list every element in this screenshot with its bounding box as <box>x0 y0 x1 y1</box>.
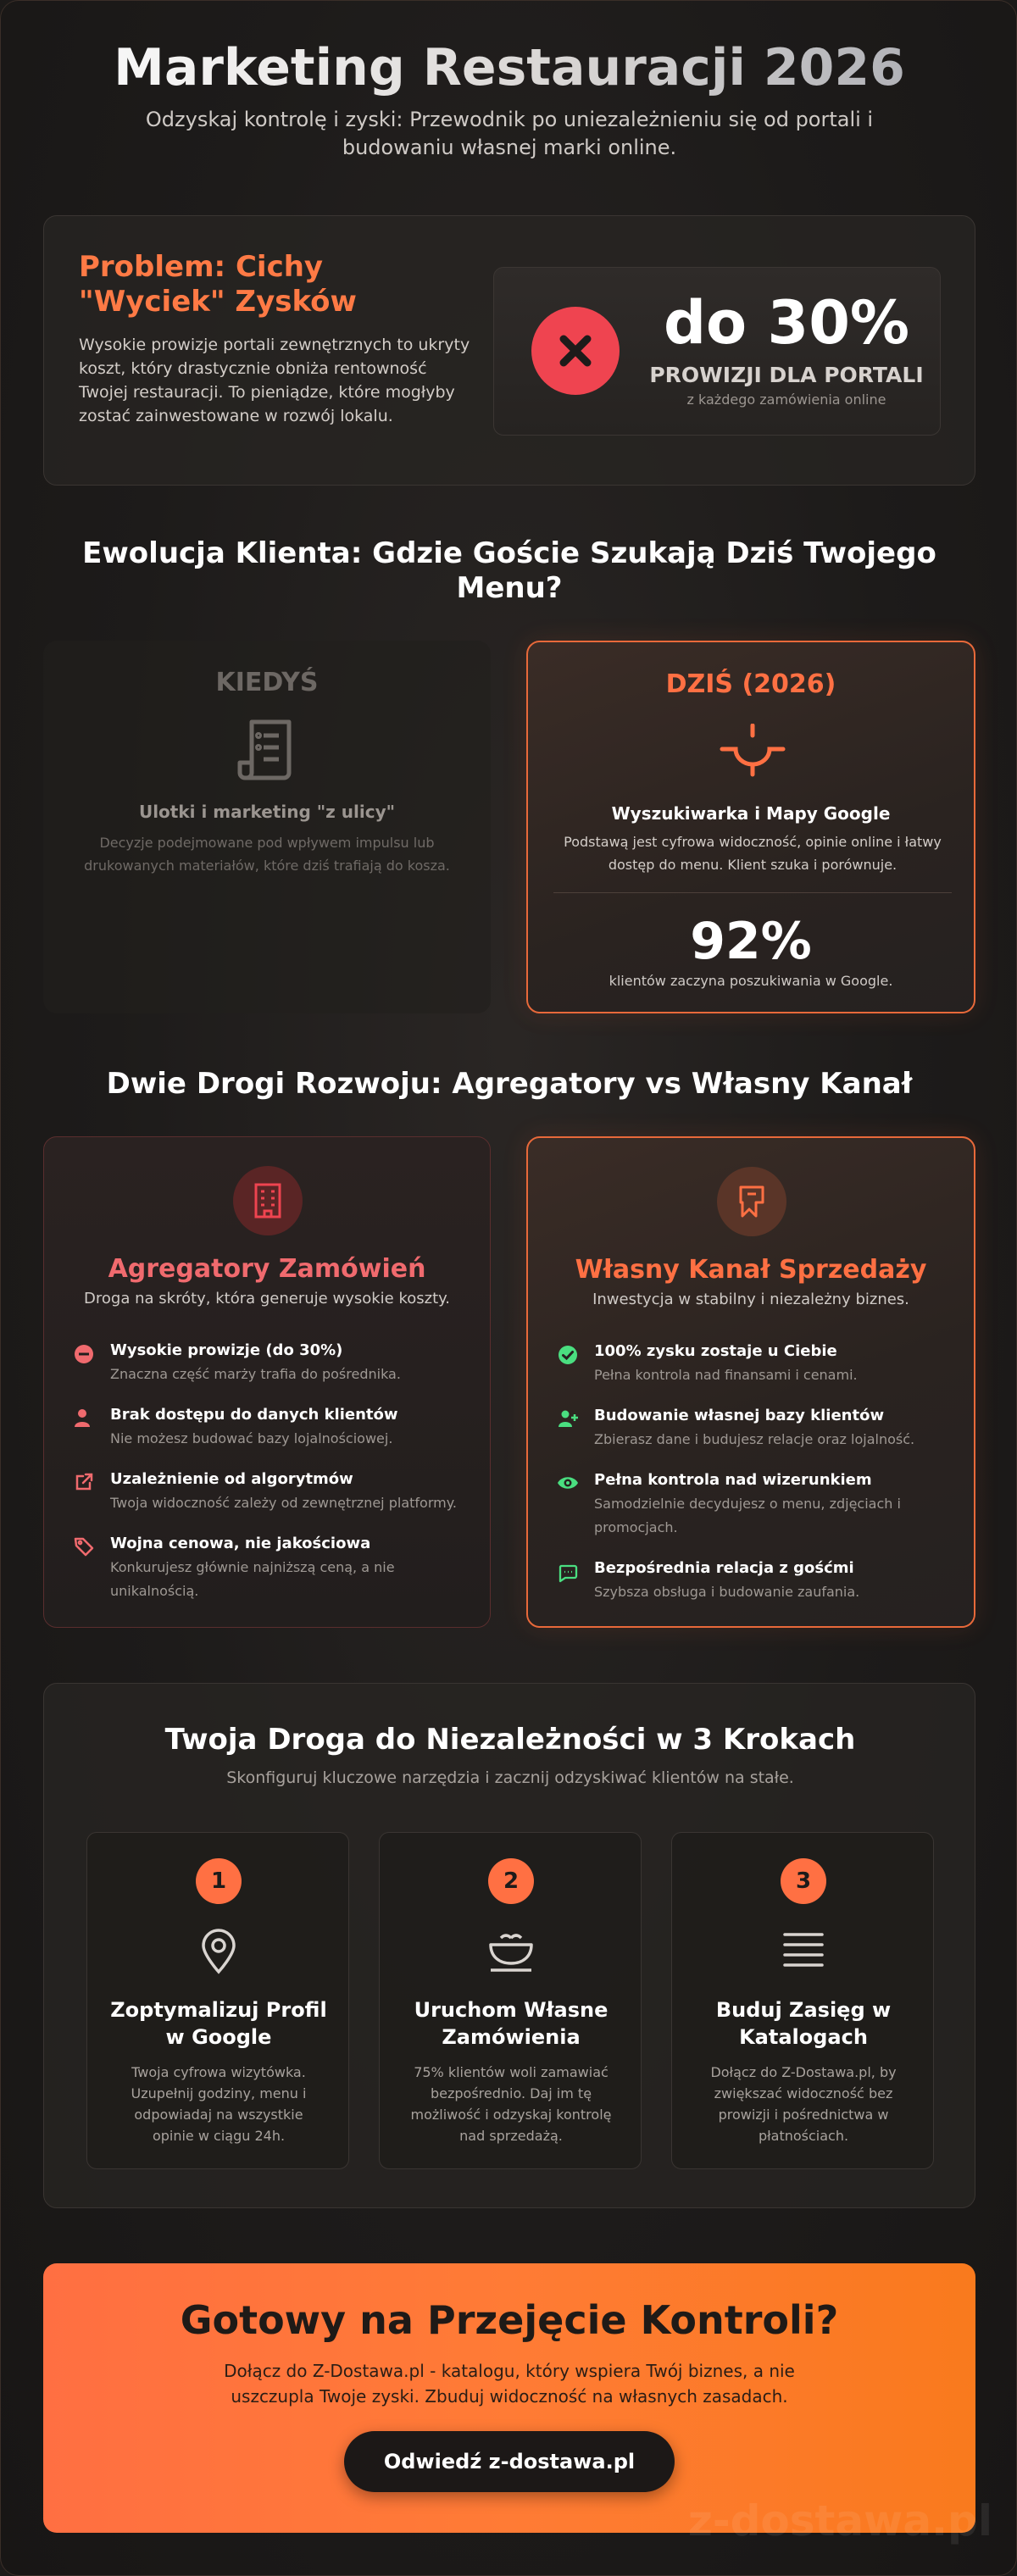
watermark: z-dostawa.pl <box>687 2496 992 2545</box>
aggregators-item-title: Wysokie prowizje (do 30%) <box>110 1341 343 1359</box>
own-channel-title: Własny Kanał Sprzedaży <box>575 1255 927 1285</box>
storefront-icon <box>717 1167 786 1236</box>
google-stat-text: klientów zaczyna poszukiwania w Google. <box>609 973 893 989</box>
eye-icon <box>557 1472 579 1494</box>
cta-title: Gotowy na Przejęcie Kontroli? <box>180 2297 839 2343</box>
now-divider <box>553 892 952 893</box>
now-card: DZIŚ (2026) Wyszukiwarka i Mapy Google P… <box>526 641 975 1013</box>
visit-site-button[interactable]: Odwiedź z-dostawa.pl <box>344 2431 675 2492</box>
own-channel-item-title: 100% zysku zostaje u Ciebie <box>594 1342 837 1360</box>
x-circle-icon <box>531 307 620 395</box>
map-pin-icon <box>193 1926 244 1980</box>
steps-card: Twoja Droga do Niezależności w 3 Krokach… <box>43 1683 975 2208</box>
building-icon <box>233 1166 303 1235</box>
step-card-2: 2 Uruchom Własne Zamówienia 75% klientów… <box>379 1832 642 2169</box>
tag-icon <box>73 1535 95 1557</box>
commission-stat-value: do 30% <box>663 288 910 358</box>
then-label: KIEDYŚ <box>215 668 319 697</box>
bowl-icon <box>486 1926 536 1980</box>
cta-banner: Gotowy na Przejęcie Kontroli? Dołącz do … <box>43 2263 975 2533</box>
own-channel-item-title: Pełna kontrola nad wizerunkiem <box>594 1471 872 1489</box>
external-link-icon <box>73 1471 95 1493</box>
then-title: Ulotki i marketing "z ulicy" <box>138 802 396 822</box>
aggregators-item-title: Wojna cenowa, nie jakościowa <box>110 1535 371 1552</box>
page-subtitle: Odzyskaj kontrolę i zyski: Przewodnik po… <box>145 108 874 159</box>
steps-heading: Twoja Droga do Niezależności w 3 Krokach <box>164 1723 856 1757</box>
commission-stat-label: PROWIZJI DLA PORTALI <box>649 363 924 387</box>
aggregators-item-title: Uzależnienie od algorytmów <box>110 1470 353 1488</box>
step-title: Buduj Zasięg w Katalogach <box>715 1998 892 2049</box>
own-channel-subtitle: Inwestycja w stabilny i niezależny bizne… <box>592 1291 909 1308</box>
now-text: Podstawą jest cyfrowa widoczność, opinie… <box>564 834 942 873</box>
own-channel-item-text: Pełna kontrola nad finansami i cenami. <box>594 1367 858 1383</box>
aggregators-item-text: Twoja widoczność zależy od zewnętrznej p… <box>110 1495 457 1511</box>
aggregators-subtitle: Droga na skróty, która generuje wysokie … <box>84 1290 450 1307</box>
then-text: Decyzje podejmowane pod wpływem impulsu … <box>84 835 450 874</box>
own-channel-item-text: Samodzielnie decydujesz o menu, zdjęciac… <box>594 1496 901 1535</box>
then-card: KIEDYŚ Ulotki i marketing "z ulicy" Decy… <box>43 641 491 1013</box>
check-circle-icon <box>557 1344 579 1366</box>
own-channel-item-title: Budowanie własnej bazy klientów <box>594 1407 885 1424</box>
problem-text: Wysokie prowizje portali zewnętrznych to… <box>79 336 470 425</box>
user-add-icon <box>557 1407 579 1430</box>
minus-circle-icon <box>73 1343 95 1365</box>
aggregators-item-text: Konkurujesz głównie najniższą ceną, a ni… <box>110 1559 395 1599</box>
commission-stat-box: do 30% PROWIZJI DLA PORTALI z każdego za… <box>493 267 941 436</box>
aggregators-item-title: Brak dostępu do danych klientów <box>110 1406 398 1424</box>
evolution-heading: Ewolucja Klienta: Gdzie Goście Szukają D… <box>82 536 936 605</box>
aggregators-item-text: Nie możesz budować bazy lojalnościowej. <box>110 1430 393 1446</box>
steps-subtitle: Skonfiguruj kluczowe narzędzia i zacznij… <box>226 1768 794 1787</box>
own-channel-item-title: Bezpośrednia relacja z gośćmi <box>594 1559 854 1577</box>
aggregators-card: Agregatory Zamówień Droga na skróty, któ… <box>43 1136 491 1628</box>
paths-heading: Dwie Drogi Rozwoju: Agregatory vs Własny… <box>106 1067 913 1101</box>
chat-icon <box>557 1562 579 1584</box>
step-number: 1 <box>196 1858 242 1904</box>
now-label: DZIŚ (2026) <box>665 669 836 699</box>
step-title: Uruchom Własne Zamówienia <box>414 1998 609 2049</box>
commission-stat-sub: z każdego zamówienia online <box>686 391 886 408</box>
step-text: Twoja cyfrowa wizytówka. Uzupełnij godzi… <box>131 2064 307 2144</box>
step-number: 3 <box>781 1858 826 1904</box>
problem-title: Problem: Cichy "Wyciek" Zysków <box>79 250 357 319</box>
cta-text: Dołącz do Z-Dostawa.pl - katalogu, który… <box>224 2361 795 2407</box>
receipt-icon <box>233 715 301 786</box>
search-map-icon <box>719 723 786 781</box>
google-stat-value: 92% <box>690 912 812 971</box>
step-card-1: 1 Zoptymalizuj Profil w Google Twoja cyf… <box>86 1832 349 2169</box>
step-card-3: 3 Buduj Zasięg w Katalogach Dołącz do Z-… <box>671 1832 934 2169</box>
aggregators-item-text: Znaczna część marży trafia do pośrednika… <box>110 1366 401 1382</box>
step-text: 75% klientów woli zamawiać bezpośrednio.… <box>410 2064 612 2144</box>
own-channel-item-text: Szybsza obsługa i budowanie zaufania. <box>594 1584 860 1600</box>
user-lock-icon <box>73 1407 95 1429</box>
problem-card: Problem: Cichy "Wyciek" Zysków Wysokie p… <box>43 215 975 486</box>
list-icon <box>778 1926 829 1980</box>
step-number: 2 <box>488 1858 534 1904</box>
step-title: Zoptymalizuj Profil w Google <box>110 1998 327 2049</box>
step-text: Dołącz do Z-Dostawa.pl, by zwiększać wid… <box>710 2064 897 2144</box>
own-channel-item-text: Zbierasz dane i budujesz relacje oraz lo… <box>594 1431 915 1447</box>
now-title: Wyszukiwarka i Mapy Google <box>611 803 891 824</box>
page-title: Marketing Restauracji 2026 <box>1 38 1016 97</box>
own-channel-card: Własny Kanał Sprzedaży Inwestycja w stab… <box>526 1136 975 1628</box>
aggregators-title: Agregatory Zamówień <box>108 1254 426 1284</box>
